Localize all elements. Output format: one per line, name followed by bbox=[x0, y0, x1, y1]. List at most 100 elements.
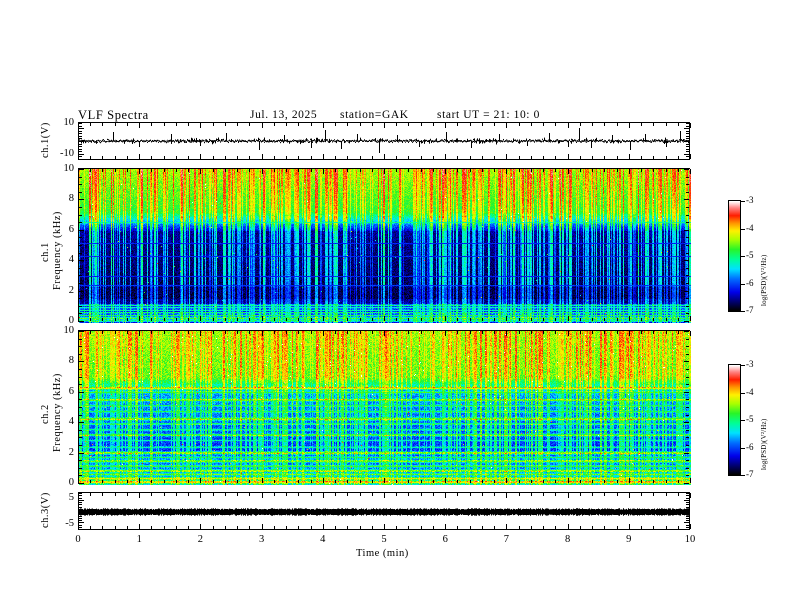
xtick-bottom-p2-44 bbox=[616, 480, 618, 483]
xtick-top-p0-24 bbox=[371, 123, 373, 126]
ch3-wave-ytick-minor bbox=[79, 497, 82, 499]
xtick-bottom-p2-24 bbox=[371, 480, 373, 483]
xtick-top-p3-35 bbox=[506, 493, 508, 498]
xtick-top-p1-39 bbox=[555, 169, 557, 172]
xtick-top-p0-17 bbox=[286, 123, 288, 126]
xtick-bottom-p1-42 bbox=[592, 318, 594, 321]
xtick-bottom-p3-38 bbox=[543, 526, 545, 529]
xtick-bottom-p3-30 bbox=[445, 524, 447, 529]
ch2-spec-ytick-label-8: 8 bbox=[68, 355, 74, 367]
xtick-bottom-p1-2 bbox=[102, 318, 104, 321]
xtick-top-p3-19 bbox=[310, 493, 312, 496]
xtick-bottom-p2-6 bbox=[151, 480, 153, 483]
page-title: VLF Spectra bbox=[78, 108, 149, 122]
xtick-top-p1-16 bbox=[273, 169, 275, 172]
header-station: station=GAK bbox=[340, 109, 409, 121]
xtick-top-p0-26 bbox=[396, 123, 398, 126]
ch3-wave-ytick-minor-r bbox=[686, 497, 689, 499]
xtick-top-p3-8 bbox=[175, 493, 177, 496]
xtick-bottom-p3-21 bbox=[335, 526, 337, 529]
xtick-top-p0-10 bbox=[200, 123, 202, 128]
ch1-wave-ytick-minor-r bbox=[686, 146, 689, 148]
xtick-bottom-p2-0 bbox=[78, 478, 79, 483]
xtick-bottom-p3-22 bbox=[347, 526, 349, 529]
ch3-wave-ytick-minor-r bbox=[686, 524, 689, 526]
colorbar-ch1-tick--5 bbox=[741, 256, 745, 257]
colorbar-ch1-tick-label--5: -5 bbox=[746, 250, 754, 260]
xtick-bottom-p0-35 bbox=[506, 154, 508, 159]
colorbar-ch1-tick-label--7: -7 bbox=[746, 305, 754, 315]
xtick-top-p2-50 bbox=[690, 331, 691, 336]
xtick-top-p2-15 bbox=[261, 331, 263, 336]
xtick-top-p1-48 bbox=[665, 169, 667, 172]
xtick-bottom-p1-4 bbox=[126, 318, 128, 321]
xtick-top-p3-47 bbox=[653, 493, 655, 496]
xtick-top-p1-28 bbox=[420, 169, 422, 172]
ch1-spec-ytick-minor-r bbox=[686, 298, 689, 300]
xtick-bottom-p3-6 bbox=[151, 526, 153, 529]
ch2-spec-ytick-minor bbox=[79, 384, 82, 386]
xtick-bottom-p3-24 bbox=[371, 526, 373, 529]
xtick-top-p3-44 bbox=[616, 493, 618, 496]
xtick-top-p3-6 bbox=[151, 493, 153, 496]
xtick-top-p0-39 bbox=[555, 123, 557, 126]
ch1-wave-ytick-minor-r bbox=[686, 148, 689, 150]
xtick-top-p1-44 bbox=[616, 169, 618, 172]
xtick-top-p1-9 bbox=[188, 169, 190, 172]
xtick-top-p2-36 bbox=[518, 331, 520, 334]
xtick-top-p2-42 bbox=[592, 331, 594, 334]
xtick-bottom-p0-11 bbox=[212, 156, 214, 159]
ch2-spec-ytick-major bbox=[79, 331, 84, 332]
ch1-spec-ytick-minor bbox=[79, 237, 82, 239]
ch2-spec-ytick-minor-r bbox=[686, 414, 689, 416]
ch1-wave-ytick-major bbox=[79, 128, 84, 130]
x-tick-label-6: 6 bbox=[442, 534, 448, 545]
xtick-top-p3-20 bbox=[322, 493, 324, 498]
xtick-top-p1-31 bbox=[457, 169, 459, 172]
colorbar-ch1-gradient bbox=[729, 201, 740, 311]
colorbar-ch1-tick--7 bbox=[741, 311, 745, 312]
header-start-ut: start UT = 21: 10: 0 bbox=[437, 109, 540, 121]
xtick-bottom-p1-37 bbox=[530, 318, 532, 321]
xtick-top-p2-34 bbox=[494, 331, 496, 334]
xtick-bottom-p0-14 bbox=[249, 156, 251, 159]
xtick-bottom-p0-31 bbox=[457, 156, 459, 159]
xtick-top-p2-22 bbox=[347, 331, 349, 334]
xtick-top-p0-2 bbox=[102, 123, 104, 126]
ch3-wave-ytick-minor bbox=[79, 524, 82, 526]
ch2-spec-ytick-label-10: 10 bbox=[63, 325, 75, 336]
ch2-spec-ytick-minor-r bbox=[686, 369, 689, 370]
xtick-top-p2-30 bbox=[445, 331, 447, 336]
xtick-top-p0-23 bbox=[359, 123, 361, 126]
xtick-bottom-p2-25 bbox=[384, 478, 385, 483]
ch2-spec-ytick-minor-r bbox=[686, 384, 689, 386]
xtick-bottom-p2-48 bbox=[665, 480, 667, 483]
colorbar-ch1-tick--6 bbox=[741, 283, 745, 285]
xtick-bottom-p1-39 bbox=[555, 318, 557, 321]
xtick-top-p0-21 bbox=[335, 123, 337, 126]
xtick-top-p1-35 bbox=[506, 169, 508, 174]
xtick-bottom-p2-43 bbox=[604, 480, 606, 483]
ch1-spec-ytick-minor-r bbox=[686, 275, 689, 277]
xtick-top-p3-42 bbox=[592, 493, 594, 496]
x-tick-label-3: 3 bbox=[258, 534, 265, 545]
xtick-top-p0-32 bbox=[469, 123, 471, 126]
xtick-bottom-p0-26 bbox=[396, 156, 398, 159]
ch2-spec-ytick-minor-r bbox=[686, 437, 689, 439]
ch2-spec-ytick-minor bbox=[79, 346, 82, 348]
ch1-spec-ytick-minor-r bbox=[686, 237, 689, 239]
xtick-bottom-p2-7 bbox=[163, 480, 165, 483]
xtick-bottom-p1-0 bbox=[78, 316, 79, 321]
xtick-top-p1-40 bbox=[567, 169, 569, 174]
ch1-spec-ytick-minor-r bbox=[686, 313, 689, 315]
xtick-bottom-p0-34 bbox=[494, 156, 496, 159]
xtick-top-p2-26 bbox=[396, 331, 398, 334]
xtick-bottom-p1-50 bbox=[690, 316, 691, 321]
x-tick-label-5: 5 bbox=[381, 534, 387, 545]
xtick-bottom-p1-23 bbox=[359, 318, 361, 321]
colorbar-ch2-tick--4 bbox=[741, 392, 745, 394]
xtick-bottom-p1-48 bbox=[665, 318, 667, 321]
xtick-bottom-p3-2 bbox=[102, 526, 104, 529]
xtick-top-p3-2 bbox=[102, 493, 104, 496]
xtick-top-p1-2 bbox=[102, 169, 104, 172]
